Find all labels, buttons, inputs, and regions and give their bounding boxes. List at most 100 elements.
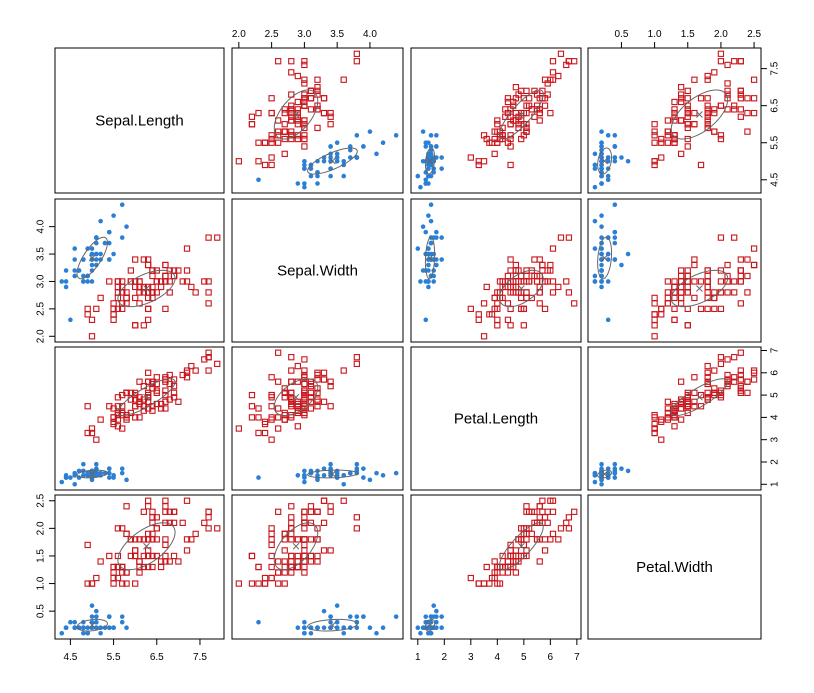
data-point <box>84 305 91 313</box>
tick-label: 6 <box>548 652 554 663</box>
data-point <box>744 95 751 102</box>
data-point <box>353 354 360 361</box>
data-point <box>162 261 169 269</box>
data-point <box>612 235 618 240</box>
data-point <box>434 608 439 614</box>
tick-label: 5 <box>770 392 781 398</box>
data-point <box>512 84 520 91</box>
data-point <box>367 477 373 483</box>
data-point <box>565 58 573 65</box>
data-point <box>541 76 549 83</box>
data-point <box>737 383 744 390</box>
data-point <box>170 519 178 526</box>
data-point <box>717 135 725 143</box>
data-point <box>275 425 282 432</box>
data-point <box>89 279 95 284</box>
data-point <box>711 128 718 135</box>
data-point <box>592 479 598 485</box>
data-point <box>255 429 262 437</box>
data-point <box>295 473 301 478</box>
data-point <box>255 414 262 421</box>
data-point <box>428 133 434 138</box>
data-point <box>301 508 308 515</box>
data-point <box>704 124 711 132</box>
data-point <box>294 135 301 143</box>
data-point <box>268 563 275 571</box>
y-axis-left-sepal-width: 2.0 2.5 3.0 3.5 4.0 <box>36 219 56 343</box>
data-point <box>353 525 360 532</box>
centroid-marker <box>143 542 150 550</box>
data-point <box>183 369 191 376</box>
data-point <box>235 580 242 587</box>
data-point <box>320 497 328 504</box>
data-point <box>724 61 731 69</box>
data-point <box>361 475 366 480</box>
data-point <box>307 552 315 560</box>
data-point <box>565 289 573 296</box>
data-point <box>170 508 178 515</box>
data-point <box>327 109 334 117</box>
data-point <box>334 619 340 625</box>
data-point <box>106 470 112 476</box>
data-point <box>536 558 543 565</box>
data-point <box>367 625 373 631</box>
data-point <box>691 374 698 381</box>
data-point <box>334 158 340 164</box>
data-point <box>281 547 288 554</box>
data-point <box>314 376 321 383</box>
data-point <box>671 423 678 430</box>
tick-label: 3.5 <box>36 247 47 261</box>
data-point <box>132 322 139 329</box>
data-point <box>119 525 126 532</box>
data-point <box>183 497 191 504</box>
data-point <box>261 139 269 146</box>
data-point <box>347 614 353 619</box>
data-point <box>612 144 618 149</box>
data-point <box>132 396 139 403</box>
data-point <box>731 278 738 285</box>
data-point <box>166 278 173 285</box>
data-point <box>704 396 711 403</box>
data-point <box>744 109 751 117</box>
panel-sepal-length-vs-petal-length <box>410 47 582 194</box>
data-point <box>307 536 315 543</box>
data-point <box>72 268 78 273</box>
data-point <box>201 278 208 285</box>
data-point <box>341 630 347 636</box>
data-point <box>677 150 685 157</box>
data-point <box>255 158 262 165</box>
data-point <box>684 403 691 410</box>
data-point <box>119 425 126 432</box>
data-point <box>72 473 78 478</box>
data-point <box>599 166 604 171</box>
data-point <box>423 614 429 619</box>
data-point <box>737 349 744 356</box>
x-axis-top-petal-width: 0.5 1.0 1.5 2.0 2.5 <box>614 29 761 49</box>
data-point <box>261 161 269 169</box>
data-point <box>110 580 117 587</box>
concentration-ellipse <box>76 618 108 632</box>
data-point <box>426 625 431 631</box>
concentration-ellipse <box>76 469 108 479</box>
data-point <box>275 58 282 65</box>
data-point <box>415 246 421 251</box>
tick-label: 4 <box>495 652 501 663</box>
data-point <box>599 140 604 146</box>
data-point <box>301 98 308 106</box>
data-point <box>136 414 143 421</box>
data-point <box>605 158 611 164</box>
data-point <box>327 547 334 554</box>
data-point <box>684 409 691 417</box>
data-point <box>314 124 321 132</box>
data-point <box>281 389 288 397</box>
data-point <box>334 603 340 608</box>
data-point <box>651 158 658 165</box>
data-point <box>327 383 334 390</box>
centroid-marker <box>143 393 150 401</box>
data-point <box>420 224 426 229</box>
data-point <box>281 109 288 117</box>
data-point <box>599 481 604 487</box>
data-point <box>255 563 262 571</box>
data-point <box>374 151 379 157</box>
data-point <box>658 418 665 425</box>
